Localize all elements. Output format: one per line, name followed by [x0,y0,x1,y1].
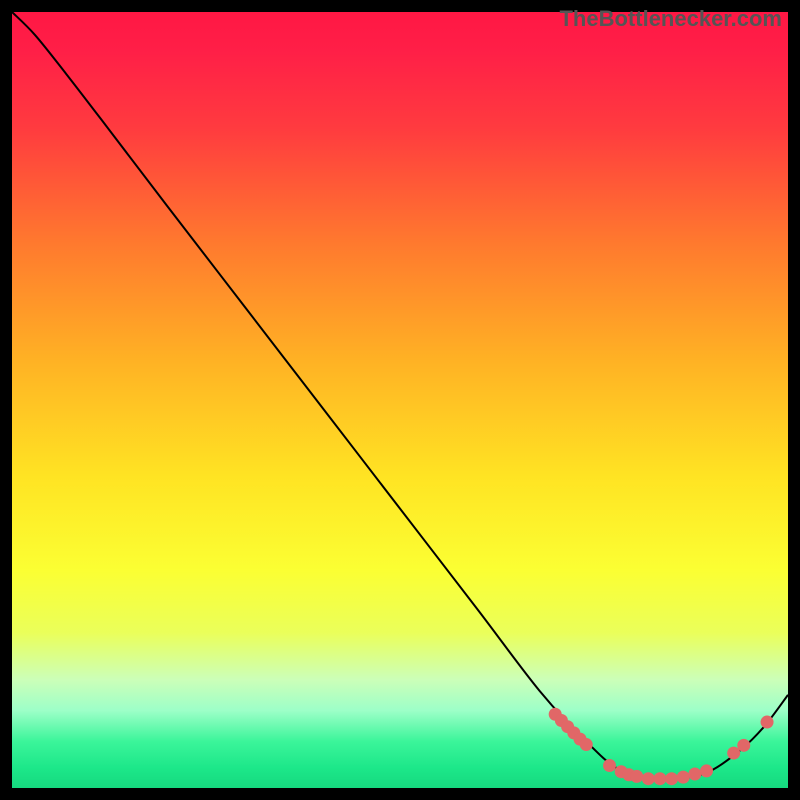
chart-gradient-background [12,12,788,788]
chart-frame: TheBottlenecker.com [0,0,800,800]
watermark-label: TheBottlenecker.com [559,6,782,32]
